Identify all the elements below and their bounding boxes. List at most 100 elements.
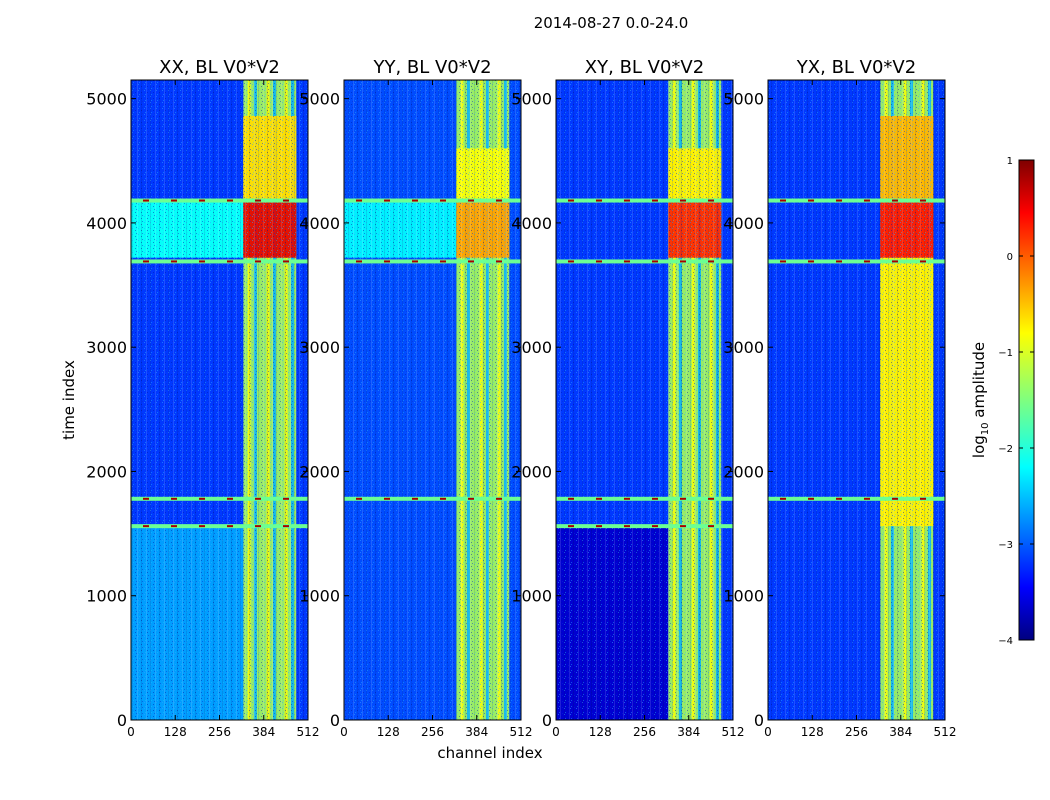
x-tick-label: 256	[633, 725, 656, 739]
x-tick-label: 384	[465, 725, 488, 739]
hot-spot	[892, 260, 898, 263]
x-tick-label: 0	[764, 725, 772, 739]
panel-title: XX, BL V0*V2	[159, 57, 280, 78]
hot-spot	[227, 525, 233, 528]
hot-spot	[652, 260, 658, 263]
x-tick-label: 0	[340, 725, 348, 739]
y-tick-label: 1000	[299, 587, 340, 606]
hot-spot	[864, 199, 870, 202]
hot-spot	[808, 199, 814, 202]
panel-3: YX, BL V0*V2 0 128 256 384 512 0 1000 2000 3000 40…	[723, 57, 956, 739]
hot-row	[556, 259, 733, 264]
y-tick-label: 0	[330, 711, 340, 730]
x-tick-label: 0	[552, 725, 560, 739]
y-tick-label: 4000	[511, 214, 552, 233]
hot-spot	[708, 260, 714, 263]
hot-spot	[283, 199, 289, 202]
hot-spot	[255, 199, 261, 202]
x-axis-label: channel index	[437, 744, 542, 762]
hot-spot	[568, 497, 574, 500]
hot-spot	[708, 497, 714, 500]
hot-spot	[836, 260, 842, 263]
hot-spot	[143, 525, 149, 528]
x-tick-label: 128	[164, 725, 187, 739]
hot-row	[768, 496, 945, 501]
hot-spot	[864, 497, 870, 500]
hot-row	[131, 496, 308, 501]
y-tick-label: 4000	[723, 214, 764, 233]
hot-spot	[227, 497, 233, 500]
y-tick-label: 2000	[86, 462, 127, 481]
hot-spot	[143, 260, 149, 263]
hot-spot	[496, 260, 502, 263]
x-tick-label: 512	[722, 725, 745, 739]
panels: XX, BL V0*V2 0 128 256 384 512 0 1000 2000 3000 40…	[86, 57, 956, 739]
hot-spot	[680, 199, 686, 202]
x-tick-label: 384	[252, 725, 275, 739]
x-tick-label: 512	[934, 725, 957, 739]
hot-row	[131, 198, 308, 203]
panel-title: XY, BL V0*V2	[585, 57, 704, 78]
hot-row	[131, 259, 308, 264]
x-tick-label: 128	[589, 725, 612, 739]
colorbar: 10−1−2−3−4 log10 amplitude	[970, 156, 1035, 647]
y-tick-label: 5000	[299, 90, 340, 109]
hot-spot	[468, 199, 474, 202]
hot-spot	[143, 199, 149, 202]
hot-spot	[283, 260, 289, 263]
x-tick-label: 256	[845, 725, 868, 739]
hot-spot	[920, 199, 926, 202]
colorbar-ticks: 1 0 −1 −2 −3 −4	[998, 156, 1034, 647]
colorbar-tick-label: −1	[998, 348, 1013, 359]
y-tick-label: 3000	[511, 338, 552, 357]
y-tick-label: 5000	[723, 90, 764, 109]
colorbar-tick-label: −2	[998, 444, 1013, 455]
hot-spot	[283, 497, 289, 500]
hot-spot	[920, 260, 926, 263]
y-tick-label: 5000	[511, 90, 552, 109]
colorbar-tick-label: −3	[998, 540, 1013, 551]
y-tick-label: 3000	[723, 338, 764, 357]
y-tick-label: 0	[754, 711, 764, 730]
hot-spot	[892, 199, 898, 202]
x-tick-label: 256	[421, 725, 444, 739]
colorbar-label-suffix: amplitude	[970, 342, 988, 423]
hot-spot	[624, 497, 630, 500]
y-tick-label: 2000	[299, 462, 340, 481]
hot-spot	[440, 260, 446, 263]
heatmap-texture	[768, 80, 945, 720]
hot-spot	[624, 260, 630, 263]
hot-spot	[780, 497, 786, 500]
y-tick-label: 5000	[86, 90, 127, 109]
heatmap-texture	[556, 80, 733, 720]
hot-spot	[143, 497, 149, 500]
hot-spot	[171, 199, 177, 202]
x-tick-label: 384	[677, 725, 700, 739]
hot-spot	[624, 525, 630, 528]
y-tick-label: 3000	[86, 338, 127, 357]
y-tick-label: 3000	[299, 338, 340, 357]
panel-2: XY, BL V0*V2 0 128 256 384 512 0 1000 2000 3000 40…	[511, 57, 744, 739]
hot-spot	[680, 525, 686, 528]
hot-spot	[496, 497, 502, 500]
x-tick-label: 128	[377, 725, 400, 739]
hot-spot	[171, 525, 177, 528]
hot-row	[344, 259, 521, 264]
heatmap-texture	[344, 80, 521, 720]
hot-spot	[199, 497, 205, 500]
hot-spot	[652, 497, 658, 500]
hot-spot	[596, 199, 602, 202]
y-tick-label: 4000	[86, 214, 127, 233]
hot-spot	[384, 497, 390, 500]
hot-spot	[624, 199, 630, 202]
hot-spot	[596, 497, 602, 500]
hot-spot	[384, 199, 390, 202]
hot-spot	[255, 525, 261, 528]
hot-spot	[468, 260, 474, 263]
hot-spot	[255, 260, 261, 263]
hot-spot	[652, 199, 658, 202]
hot-spot	[440, 497, 446, 500]
panel-title: YY, BL V0*V2	[372, 57, 491, 78]
hot-row	[556, 496, 733, 501]
x-tick-label: 512	[297, 725, 320, 739]
